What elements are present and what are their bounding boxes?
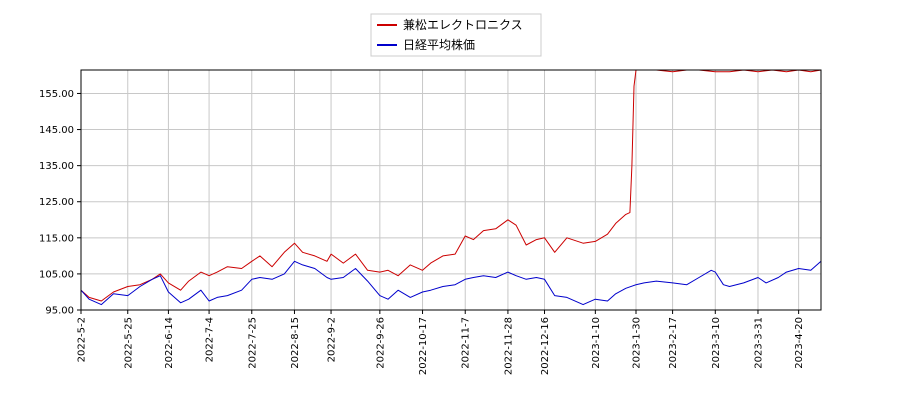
x-tick-label: 2022-11-7	[461, 317, 472, 369]
x-tick-label: 2023-2-17	[668, 317, 679, 369]
x-tick-label: 2022-8-15	[290, 317, 301, 369]
y-tick-label: 135.00	[39, 161, 74, 172]
x-tick-label: 2023-4-20	[794, 317, 805, 369]
y-tick-label: 125.00	[39, 197, 74, 208]
plot-background	[81, 70, 821, 310]
x-tick-label: 2022-12-16	[540, 317, 551, 375]
y-tick-label: 115.00	[39, 233, 74, 244]
x-tick-label: 2023-3-10	[711, 317, 722, 369]
y-tick-label: 155.00	[39, 89, 74, 100]
x-axis: 2022-5-2 2022-5-25 2022-6-14 2022-7-4 2022-7…	[77, 310, 805, 375]
plot-frame	[80, 69, 822, 311]
y-axis: 95.00 105.00 115.00 125.00 135.00 145.00 155.0…	[39, 89, 81, 317]
y-tick-label: 95.00	[45, 306, 74, 317]
legend-box	[370, 13, 542, 57]
x-tick-label: 2023-3-31	[753, 317, 764, 369]
series-group	[80, 69, 822, 306]
x-tick-label: 2022-7-25	[247, 317, 258, 369]
grid	[80, 70, 821, 311]
x-tick-label: 2022-9-2	[327, 317, 338, 362]
y-tick-label: 105.00	[39, 269, 74, 280]
legend: 兼松エレクトロニクス 日経平均株価	[370, 13, 542, 57]
x-tick-label: 2022-5-2	[77, 317, 88, 362]
x-tick-label: 2023-1-10	[591, 317, 602, 369]
x-tick-label: 2022-9-26	[375, 317, 386, 369]
x-tick-label: 2022-7-4	[205, 317, 216, 362]
legend-label-1: 日経平均株価	[403, 37, 475, 52]
x-tick-label: 2022-10-17	[418, 317, 429, 375]
legend-label-0: 兼松エレクトロニクス	[403, 18, 523, 32]
x-tick-label: 2022-11-28	[503, 317, 514, 375]
series-line-0	[80, 69, 822, 302]
x-tick-label: 2022-5-25	[123, 317, 134, 369]
series-line-1	[80, 260, 822, 306]
x-tick-label: 2023-1-30	[632, 317, 643, 369]
y-tick-label: 145.00	[39, 125, 74, 136]
x-tick-label: 2022-6-14	[164, 317, 175, 369]
